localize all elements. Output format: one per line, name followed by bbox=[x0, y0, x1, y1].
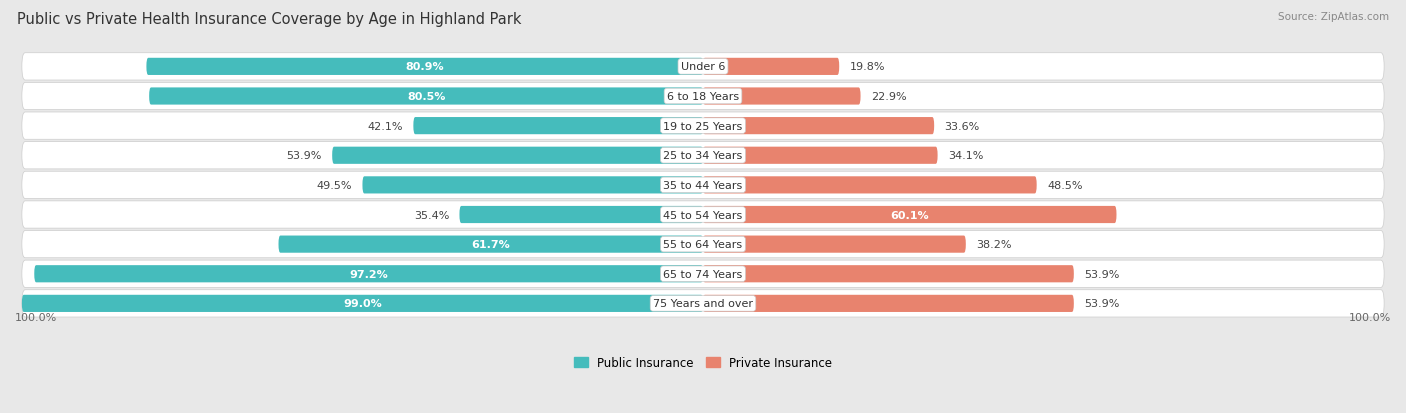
FancyBboxPatch shape bbox=[22, 172, 1384, 199]
FancyBboxPatch shape bbox=[278, 236, 703, 253]
FancyBboxPatch shape bbox=[22, 83, 1384, 110]
Text: 33.6%: 33.6% bbox=[945, 121, 980, 131]
FancyBboxPatch shape bbox=[703, 118, 934, 135]
FancyBboxPatch shape bbox=[703, 266, 1074, 282]
Text: 99.0%: 99.0% bbox=[343, 299, 382, 309]
Text: Under 6: Under 6 bbox=[681, 62, 725, 72]
Text: 60.1%: 60.1% bbox=[890, 210, 929, 220]
Text: 97.2%: 97.2% bbox=[349, 269, 388, 279]
Text: 53.9%: 53.9% bbox=[1084, 269, 1119, 279]
FancyBboxPatch shape bbox=[34, 266, 703, 282]
FancyBboxPatch shape bbox=[703, 236, 966, 253]
FancyBboxPatch shape bbox=[22, 261, 1384, 288]
FancyBboxPatch shape bbox=[22, 54, 1384, 81]
FancyBboxPatch shape bbox=[703, 59, 839, 76]
Legend: Public Insurance, Private Insurance: Public Insurance, Private Insurance bbox=[574, 356, 832, 369]
Text: 53.9%: 53.9% bbox=[1084, 299, 1119, 309]
Text: 65 to 74 Years: 65 to 74 Years bbox=[664, 269, 742, 279]
FancyBboxPatch shape bbox=[22, 295, 703, 312]
FancyBboxPatch shape bbox=[703, 147, 938, 164]
FancyBboxPatch shape bbox=[146, 59, 703, 76]
FancyBboxPatch shape bbox=[149, 88, 703, 105]
Text: 22.9%: 22.9% bbox=[870, 92, 907, 102]
Text: 75 Years and over: 75 Years and over bbox=[652, 299, 754, 309]
Text: 25 to 34 Years: 25 to 34 Years bbox=[664, 151, 742, 161]
Text: Public vs Private Health Insurance Coverage by Age in Highland Park: Public vs Private Health Insurance Cover… bbox=[17, 12, 522, 27]
FancyBboxPatch shape bbox=[363, 177, 703, 194]
Text: 100.0%: 100.0% bbox=[15, 312, 58, 322]
FancyBboxPatch shape bbox=[22, 231, 1384, 258]
Text: 19.8%: 19.8% bbox=[849, 62, 884, 72]
FancyBboxPatch shape bbox=[22, 202, 1384, 228]
Text: 80.5%: 80.5% bbox=[406, 92, 446, 102]
FancyBboxPatch shape bbox=[332, 147, 703, 164]
Text: 45 to 54 Years: 45 to 54 Years bbox=[664, 210, 742, 220]
FancyBboxPatch shape bbox=[413, 118, 703, 135]
Text: 100.0%: 100.0% bbox=[1348, 312, 1391, 322]
FancyBboxPatch shape bbox=[460, 206, 703, 223]
Text: 49.5%: 49.5% bbox=[316, 180, 352, 190]
Text: 55 to 64 Years: 55 to 64 Years bbox=[664, 240, 742, 249]
Text: 35.4%: 35.4% bbox=[413, 210, 449, 220]
Text: 53.9%: 53.9% bbox=[287, 151, 322, 161]
FancyBboxPatch shape bbox=[703, 295, 1074, 312]
Text: Source: ZipAtlas.com: Source: ZipAtlas.com bbox=[1278, 12, 1389, 22]
FancyBboxPatch shape bbox=[703, 177, 1036, 194]
FancyBboxPatch shape bbox=[703, 88, 860, 105]
FancyBboxPatch shape bbox=[703, 206, 1116, 223]
FancyBboxPatch shape bbox=[22, 290, 1384, 317]
Text: 42.1%: 42.1% bbox=[367, 121, 404, 131]
Text: 19 to 25 Years: 19 to 25 Years bbox=[664, 121, 742, 131]
Text: 80.9%: 80.9% bbox=[405, 62, 444, 72]
FancyBboxPatch shape bbox=[22, 113, 1384, 140]
Text: 61.7%: 61.7% bbox=[471, 240, 510, 249]
Text: 34.1%: 34.1% bbox=[948, 151, 983, 161]
Text: 6 to 18 Years: 6 to 18 Years bbox=[666, 92, 740, 102]
Text: 35 to 44 Years: 35 to 44 Years bbox=[664, 180, 742, 190]
FancyBboxPatch shape bbox=[22, 142, 1384, 169]
Text: 48.5%: 48.5% bbox=[1047, 180, 1083, 190]
Text: 38.2%: 38.2% bbox=[976, 240, 1012, 249]
